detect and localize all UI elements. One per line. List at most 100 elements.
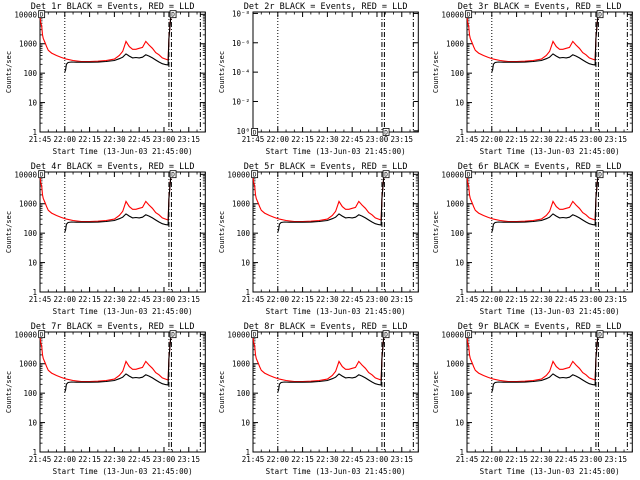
marker-label: D (40, 332, 44, 339)
x-tick-label: 22:00 (481, 135, 504, 144)
marker-box (465, 170, 473, 179)
y-tick-label: 100 (236, 389, 250, 398)
x-tick-label: 22:45 (128, 135, 151, 144)
x-tick-label: 22:00 (481, 295, 504, 304)
x-tick-label: 22:00 (54, 455, 77, 464)
x-axis-label: Start Time (13-Jun-03 21:45:00) (266, 467, 406, 476)
marker-box (251, 128, 259, 136)
series-lld-red (466, 171, 602, 223)
marker-box (169, 10, 177, 19)
y-tick-label: 10⁻² (232, 97, 250, 106)
y-axis-label: Counts/sec (5, 51, 13, 93)
detector-panel-6: Det 6r BLACK = Events, RED = LLD Counts/s… (432, 162, 633, 316)
y-tick-label: 1 (459, 448, 464, 457)
x-axis-label: Start Time (13-Jun-03 21:45:00) (480, 147, 620, 156)
marker-box (596, 170, 604, 179)
y-tick-label: 1 (32, 448, 37, 457)
marker-label: D (171, 12, 175, 19)
marker-label: D (467, 12, 471, 19)
x-tick-label: 23:00 (580, 455, 603, 464)
x-tick-label: 22:00 (267, 295, 290, 304)
marker-box (382, 128, 390, 136)
x-tick-label: 22:45 (341, 455, 364, 464)
y-tick-label: 10⁻⁶ (232, 39, 250, 48)
detector-panel-7: Det 7r BLACK = Events, RED = LLD Counts/s… (5, 322, 206, 476)
x-tick-label: 22:30 (530, 295, 553, 304)
x-tick-label: 22:30 (316, 455, 339, 464)
x-tick-label: 21:45 (242, 455, 265, 464)
detector-panel-1: Det 1r BLACK = Events, RED = LLD Counts/s… (5, 2, 206, 156)
detector-panel-4: Det 4r BLACK = Events, RED = LLD Counts/s… (5, 162, 206, 316)
x-tick-label: 21:45 (242, 135, 265, 144)
y-axis-label: Counts/sec (432, 51, 440, 93)
y-tick-label: 1000 (446, 200, 465, 209)
x-tick-label: 22:15 (291, 135, 314, 144)
y-axis-label: Counts/sec (5, 211, 13, 253)
detector-panel-9: Det 9r BLACK = Events, RED = LLD Counts/s… (432, 322, 633, 476)
series-events-black (277, 331, 388, 393)
x-tick-label: 23:15 (390, 455, 413, 464)
x-tick-label: 23:15 (177, 295, 200, 304)
x-tick-label: 22:30 (103, 135, 126, 144)
series-events-black (277, 171, 388, 233)
y-tick-label: 10000 (441, 10, 464, 19)
marker-box (596, 330, 604, 339)
x-tick-label: 23:00 (580, 135, 603, 144)
panel-title: Det 3r BLACK = Events, RED = LLD (458, 2, 622, 12)
y-tick-label: 1000 (19, 360, 38, 369)
x-tick-label: 23:15 (177, 135, 200, 144)
x-tick-label: 23:15 (177, 455, 200, 464)
marker-box (596, 10, 604, 19)
detector-panel-8: Det 8r BLACK = Events, RED = LLD Counts/s… (218, 322, 419, 476)
detector-panel-5: Det 5r BLACK = Events, RED = LLD Counts/s… (218, 162, 419, 316)
x-tick-label: 22:15 (291, 455, 314, 464)
x-tick-label: 22:15 (78, 135, 101, 144)
marker-label: D (40, 12, 44, 19)
y-tick-label: 100 (23, 229, 37, 238)
x-tick-label: 23:15 (604, 135, 627, 144)
y-tick-label: 10000 (14, 170, 37, 179)
x-tick-label: 23:00 (153, 135, 176, 144)
x-tick-label: 22:30 (530, 455, 553, 464)
x-tick-label: 23:15 (390, 135, 413, 144)
x-tick-label: 21:45 (456, 135, 479, 144)
x-axis-label: Start Time (13-Jun-03 21:45:00) (480, 307, 620, 316)
marker-label: D (384, 172, 388, 179)
x-tick-label: 23:00 (580, 295, 603, 304)
marker-box (38, 170, 46, 179)
series-events-black (491, 331, 602, 393)
marker-box (251, 170, 259, 179)
x-tick-label: 22:45 (341, 135, 364, 144)
marker-label: D (467, 332, 471, 339)
y-tick-label: 10⁰ (236, 127, 250, 136)
series-events-black (491, 171, 602, 233)
y-tick-label: 100 (450, 229, 464, 238)
y-tick-label: 10⁻⁸ (232, 9, 250, 18)
x-tick-label: 22:15 (505, 455, 528, 464)
y-tick-label: 1000 (19, 200, 38, 209)
panel-title: Det 8r BLACK = Events, RED = LLD (244, 322, 408, 332)
x-tick-label: 22:30 (530, 135, 553, 144)
marker-label: D (598, 12, 602, 19)
series-events-black (64, 171, 175, 233)
y-axis-label: Counts/sec (218, 211, 226, 253)
x-axis-label: Start Time (13-Jun-03 21:45:00) (480, 467, 620, 476)
x-tick-label: 22:30 (316, 295, 339, 304)
x-tick-label: 23:00 (153, 295, 176, 304)
marker-label: D (384, 129, 388, 136)
x-tick-label: 22:45 (341, 295, 364, 304)
y-tick-label: 100 (450, 69, 464, 78)
x-tick-label: 22:45 (555, 295, 578, 304)
x-axis-label: Start Time (13-Jun-03 21:45:00) (266, 307, 406, 316)
panel-title: Det 4r BLACK = Events, RED = LLD (31, 162, 195, 172)
x-tick-label: 21:45 (242, 295, 265, 304)
y-tick-label: 10000 (227, 330, 250, 339)
series-lld-red (252, 171, 388, 223)
x-tick-label: 21:45 (456, 455, 479, 464)
detector-panel-3: Det 3r BLACK = Events, RED = LLD Counts/s… (432, 2, 633, 156)
y-tick-label: 1 (32, 288, 37, 297)
marker-label: D (253, 332, 257, 339)
y-tick-label: 1000 (446, 360, 465, 369)
y-tick-label: 10 (455, 259, 465, 268)
marker-box (251, 330, 259, 339)
